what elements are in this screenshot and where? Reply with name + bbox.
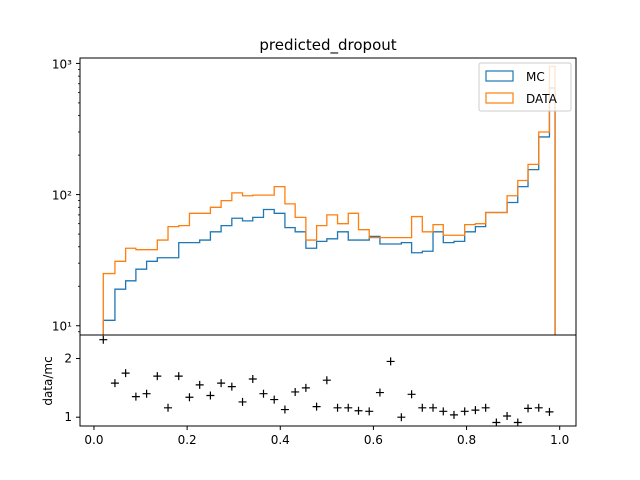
- ratio-point: [524, 404, 533, 413]
- ratio-point: [99, 335, 108, 344]
- ratio-point: [492, 418, 501, 427]
- ratio-point: [375, 388, 384, 397]
- ratio-point: [142, 389, 151, 398]
- ratio-point: [354, 406, 363, 415]
- x-tick-label: 0.8: [457, 433, 476, 447]
- x-tick-label: 0.2: [178, 433, 197, 447]
- ratio-point: [185, 393, 194, 402]
- series-data-step: [93, 65, 556, 335]
- ratio-point: [270, 395, 279, 404]
- ratio-point: [153, 372, 162, 381]
- ratio-point: [322, 376, 331, 385]
- ratio-point: [471, 406, 480, 415]
- ratio-point: [217, 379, 226, 388]
- histogram-y-axis: 10¹ 10² 10³: [52, 57, 80, 334]
- legend-swatch-mc: [485, 70, 514, 82]
- legend[interactable]: MC DATA: [478, 62, 572, 112]
- legend-label-data: DATA: [526, 92, 558, 106]
- ratio-y-axis: 12: [64, 351, 80, 424]
- ratio-point: [503, 412, 512, 421]
- ratio-point: [333, 403, 342, 412]
- ratio-point: [195, 380, 204, 389]
- ratio-point: [227, 382, 236, 391]
- ratio-point: [206, 391, 215, 400]
- histogram-series: [93, 65, 556, 335]
- ratio-point: [397, 413, 406, 422]
- ratio-point: [429, 403, 438, 412]
- ratio-point: [407, 390, 416, 399]
- chart-title: predicted_dropout: [259, 36, 396, 55]
- ratio-point: [301, 383, 310, 392]
- histogram-panel: 10¹ 10² 10³ MC DATA: [52, 57, 577, 336]
- x-tick-label: 0.0: [84, 433, 103, 447]
- ratio-point: [248, 375, 257, 384]
- legend-label-mc: MC: [526, 70, 545, 84]
- ratio-point: [534, 403, 543, 412]
- ratio-points: [99, 335, 554, 427]
- x-tick-label: 0.6: [364, 433, 383, 447]
- ratio-y-tick-label: 2: [64, 351, 72, 365]
- y-tick-label: 10³: [52, 57, 72, 71]
- ratio-point: [259, 389, 268, 398]
- ratio-y-tick-label: 1: [64, 410, 72, 424]
- ratio-point: [121, 369, 130, 378]
- ratio-point: [439, 407, 448, 416]
- ratio-point: [238, 397, 247, 406]
- ratio-point: [481, 403, 490, 412]
- ratio-point: [545, 407, 554, 416]
- ratio-point: [110, 379, 119, 388]
- ratio-point: [513, 418, 522, 427]
- ratio-point: [418, 403, 427, 412]
- ratio-point: [460, 407, 469, 416]
- ratio-frame: [79, 334, 577, 427]
- ratio-y-axis-label: data/mc: [41, 356, 55, 405]
- ratio-panel: 12 0.0 0.2 0.4 0.6 0.8 1.0 data/mc: [41, 334, 577, 447]
- x-tick-label: 1.0: [550, 433, 569, 447]
- ratio-point: [174, 372, 183, 381]
- y-tick-label: 10¹: [52, 320, 72, 334]
- y-tick-label: 10²: [52, 189, 72, 203]
- ratio-point: [449, 410, 458, 419]
- ratio-point: [280, 405, 289, 414]
- ratio-point: [386, 357, 395, 366]
- ratio-point: [131, 392, 140, 401]
- ratio-point: [164, 403, 173, 412]
- ratio-point: [312, 402, 321, 411]
- ratio-point: [344, 403, 353, 412]
- legend-box: [478, 62, 572, 112]
- ratio-x-axis: 0.0 0.2 0.4 0.6 0.8 1.0: [84, 426, 569, 447]
- ratio-point: [291, 387, 300, 396]
- ratio-point: [365, 407, 374, 416]
- legend-swatch-data: [485, 92, 514, 104]
- series-mc-step: [93, 87, 556, 335]
- x-tick-label: 0.4: [271, 433, 290, 447]
